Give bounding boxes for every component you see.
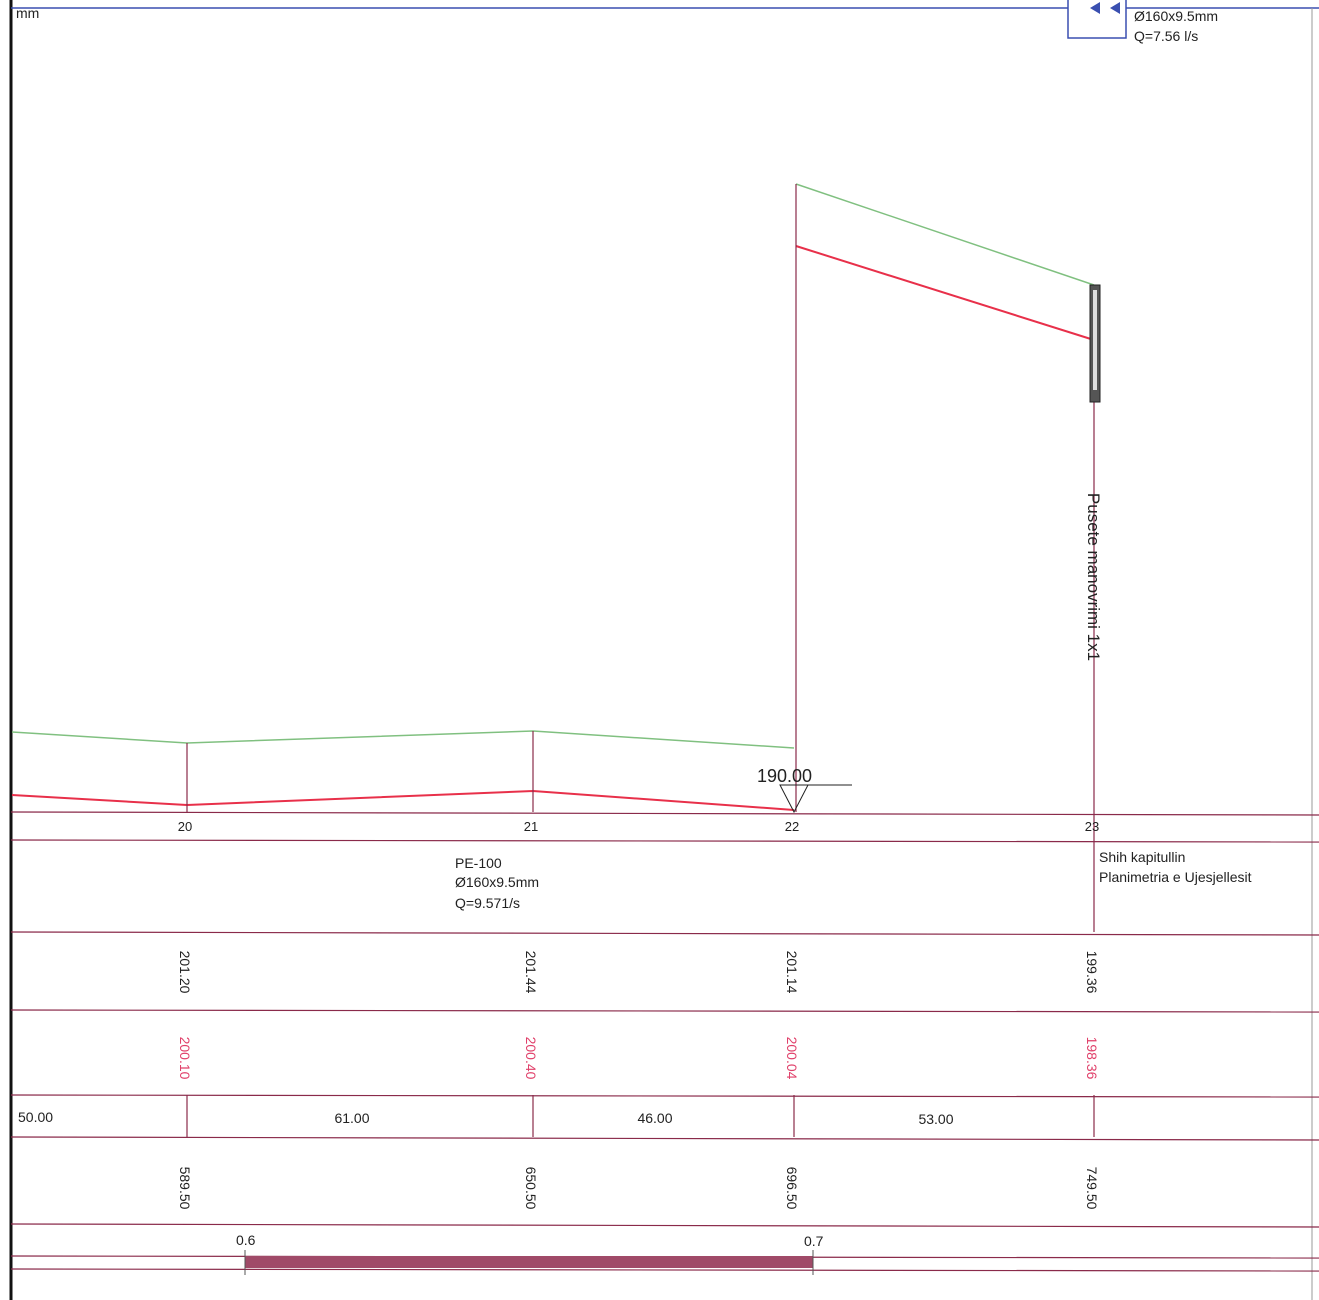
- valve-box: [1067, 0, 1127, 39]
- pipe-line: [795, 245, 1095, 341]
- distance: 50.00: [18, 1109, 53, 1125]
- note: Shih kapitullin: [1099, 849, 1185, 865]
- ground-level: 201.44: [523, 951, 539, 994]
- ground-level: 199.36: [1084, 951, 1100, 994]
- station: 21: [524, 819, 538, 834]
- pipe-level: 200.40: [523, 1037, 539, 1080]
- distance: 61.00: [334, 1110, 369, 1126]
- chainage: 749.50: [1084, 1167, 1100, 1210]
- pipe-flow: Q=9.571/s: [455, 895, 520, 911]
- pipe-level: 198.36: [1084, 1037, 1100, 1080]
- pipe-line: [11, 789, 795, 811]
- chainage: 650.50: [523, 1167, 539, 1210]
- station: 22: [785, 819, 799, 834]
- unit: mm: [16, 5, 39, 21]
- station: 23: [1085, 819, 1099, 834]
- scale-label: 0.6: [236, 1232, 256, 1248]
- ground-line: [795, 183, 1095, 286]
- chainage: 589.50: [177, 1167, 193, 1210]
- valve-pipe: Ø160x9.5mm: [1134, 8, 1218, 24]
- manhole: [1093, 290, 1097, 390]
- ground-level: 201.14: [784, 951, 800, 994]
- pipe-material: PE-100: [455, 855, 502, 871]
- scale-label: 0.7: [804, 1233, 824, 1249]
- datum-mark: [779, 784, 809, 814]
- valve-flow: Q=7.56 l/s: [1134, 28, 1198, 44]
- note: Planimetria e Ujesjellesit: [1099, 869, 1252, 885]
- valve-icon: [1090, 2, 1120, 14]
- manhole-label: Pusete manovrimi 1x1: [1084, 493, 1103, 661]
- datum: 190.00: [757, 766, 812, 786]
- band-lines: [10, 811, 1319, 1272]
- pipe-size: Ø160x9.5mm: [455, 874, 539, 890]
- pipe-level: 200.04: [784, 1037, 800, 1080]
- distance: 46.00: [637, 1110, 672, 1126]
- distance: 53.00: [918, 1111, 953, 1127]
- station: 20: [178, 819, 192, 834]
- ground-line: [11, 730, 795, 749]
- ground-level: 201.20: [177, 951, 193, 994]
- scale-bar: [245, 1256, 813, 1268]
- chainage: 696.50: [784, 1167, 800, 1210]
- pipe-level: 200.10: [177, 1037, 193, 1080]
